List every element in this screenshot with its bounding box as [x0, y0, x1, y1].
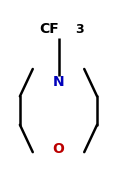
- Text: N: N: [53, 75, 64, 89]
- Text: O: O: [53, 142, 64, 156]
- Text: CF: CF: [39, 22, 59, 36]
- Text: 3: 3: [75, 23, 84, 36]
